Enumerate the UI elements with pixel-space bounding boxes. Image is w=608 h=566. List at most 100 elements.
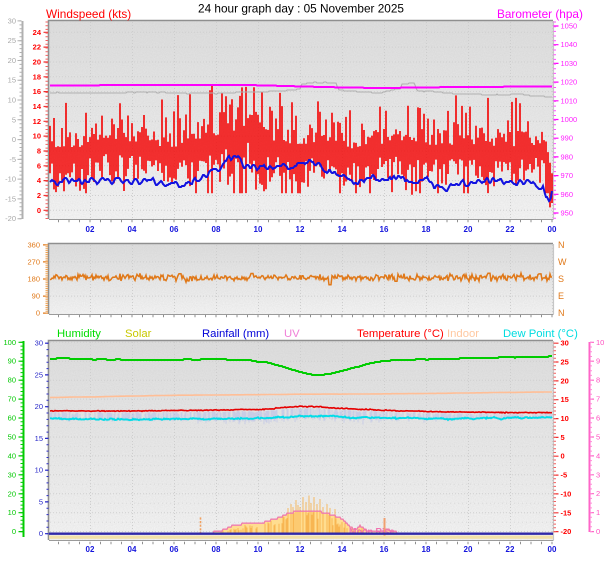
svg-text:1000: 1000 <box>561 115 578 124</box>
svg-text:1: 1 <box>596 508 600 517</box>
svg-text:-20: -20 <box>5 214 16 223</box>
svg-text:-10: -10 <box>5 175 16 184</box>
svg-text:Moon Rise: Moon Rise <box>349 527 395 537</box>
svg-text:30: 30 <box>8 16 16 25</box>
svg-text:S: S <box>558 274 564 284</box>
svg-text:1030: 1030 <box>561 59 578 68</box>
svg-text:18: 18 <box>422 545 431 554</box>
svg-text:1010: 1010 <box>561 96 578 105</box>
svg-text:4: 4 <box>596 451 600 460</box>
svg-text:0: 0 <box>37 206 41 215</box>
svg-text:6: 6 <box>37 161 41 170</box>
svg-text:06: 06 <box>170 545 179 554</box>
svg-text:970: 970 <box>561 171 574 180</box>
svg-text:-15: -15 <box>5 194 16 203</box>
svg-text:20: 20 <box>8 56 16 65</box>
svg-text:5: 5 <box>12 115 16 124</box>
svg-text:0: 0 <box>561 452 565 461</box>
svg-text:22: 22 <box>506 225 515 234</box>
svg-text:-5: -5 <box>9 155 16 164</box>
svg-text:00: 00 <box>548 225 557 234</box>
svg-text:30: 30 <box>35 339 43 348</box>
svg-text:30: 30 <box>8 470 16 479</box>
svg-text:0: 0 <box>596 527 600 536</box>
svg-text:Indoor: Indoor <box>447 328 479 340</box>
svg-text:22: 22 <box>506 545 515 554</box>
svg-text:08: 08 <box>212 545 221 554</box>
svg-text:-15: -15 <box>561 508 572 517</box>
svg-text:20: 20 <box>8 489 16 498</box>
svg-text:14: 14 <box>33 102 42 111</box>
svg-text:960: 960 <box>561 190 574 199</box>
svg-text:1050: 1050 <box>561 22 578 31</box>
svg-text:N: N <box>558 308 565 318</box>
svg-text:12: 12 <box>33 117 41 126</box>
svg-text:10: 10 <box>596 338 604 347</box>
svg-text:90: 90 <box>32 292 40 301</box>
svg-text:360: 360 <box>27 240 40 249</box>
svg-text:18: 18 <box>33 72 41 81</box>
svg-text:0: 0 <box>39 529 43 538</box>
svg-text:40: 40 <box>8 451 16 460</box>
svg-text:-10: -10 <box>561 489 572 498</box>
svg-text:15: 15 <box>561 395 569 404</box>
svg-text:16: 16 <box>380 545 389 554</box>
svg-text:Solar: Solar <box>125 328 152 340</box>
svg-text:10: 10 <box>254 545 263 554</box>
svg-text:950: 950 <box>561 209 574 218</box>
svg-text:-5: -5 <box>561 471 568 480</box>
svg-text:60: 60 <box>8 414 16 423</box>
svg-text:9: 9 <box>596 357 600 366</box>
svg-text:3: 3 <box>596 470 600 479</box>
svg-text:25: 25 <box>8 36 16 45</box>
svg-text:10: 10 <box>35 466 43 475</box>
svg-text:06: 06 <box>170 225 179 234</box>
svg-text:02: 02 <box>86 225 95 234</box>
svg-text:UV: UV <box>284 328 300 340</box>
svg-text:0: 0 <box>12 527 16 536</box>
svg-text:15: 15 <box>8 76 16 85</box>
svg-text:Humidity: Humidity <box>57 328 101 340</box>
svg-text:4: 4 <box>37 176 42 185</box>
svg-text:08: 08 <box>212 225 221 234</box>
svg-text:12: 12 <box>296 545 305 554</box>
svg-text:8: 8 <box>37 147 41 156</box>
svg-text:5: 5 <box>561 433 565 442</box>
svg-text:Rainfall (mm): Rainfall (mm) <box>202 328 269 340</box>
svg-text:15: 15 <box>35 434 43 443</box>
svg-text:18: 18 <box>422 225 431 234</box>
svg-text:16: 16 <box>380 225 389 234</box>
svg-text:10: 10 <box>254 225 263 234</box>
svg-text:5: 5 <box>39 497 43 506</box>
svg-text:04: 04 <box>128 545 137 554</box>
svg-text:04: 04 <box>128 225 137 234</box>
svg-text:10: 10 <box>8 96 16 105</box>
svg-text:0: 0 <box>12 135 16 144</box>
svg-text:22: 22 <box>33 43 41 52</box>
svg-text:14: 14 <box>338 225 347 234</box>
svg-text:20: 20 <box>33 58 41 67</box>
svg-text:8: 8 <box>596 376 600 385</box>
svg-text:2: 2 <box>596 489 600 498</box>
svg-text:10: 10 <box>33 132 41 141</box>
svg-text:12: 12 <box>296 225 305 234</box>
svg-text:E: E <box>558 291 564 301</box>
svg-text:0: 0 <box>36 309 40 318</box>
svg-text:1040: 1040 <box>561 40 578 49</box>
svg-text:24: 24 <box>33 28 42 37</box>
svg-text:25: 25 <box>35 370 43 379</box>
svg-text:100: 100 <box>3 338 16 347</box>
svg-text:10: 10 <box>8 508 16 517</box>
svg-text:25: 25 <box>561 358 569 367</box>
svg-text:2: 2 <box>37 191 41 200</box>
svg-text:70: 70 <box>8 395 16 404</box>
svg-text:14: 14 <box>338 545 347 554</box>
svg-text:Temperature (°C): Temperature (°C) <box>357 328 444 340</box>
svg-text:80: 80 <box>8 376 16 385</box>
svg-text:6: 6 <box>596 414 600 423</box>
svg-text:N: N <box>558 240 565 250</box>
svg-text:90: 90 <box>8 357 16 366</box>
svg-text:00: 00 <box>548 545 557 554</box>
svg-text:Barometer (hpa): Barometer (hpa) <box>497 7 583 21</box>
svg-text:Windspeed (kts): Windspeed (kts) <box>46 7 131 21</box>
